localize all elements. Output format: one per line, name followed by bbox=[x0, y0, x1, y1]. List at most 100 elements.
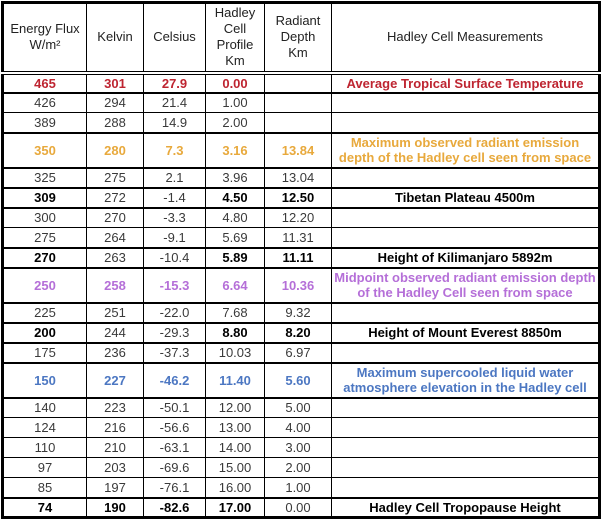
cell-hadley-profile: 14.00 bbox=[205, 437, 265, 458]
cell-hadley-profile: 3.16 bbox=[205, 131, 265, 169]
table-row: 465 301 27.9 0.00 Average Tropical Surfa… bbox=[2, 71, 600, 94]
cell-kelvin: 258 bbox=[86, 266, 144, 304]
cell-energy-flux: 124 bbox=[2, 417, 87, 438]
cell-kelvin: 272 bbox=[86, 186, 144, 209]
cell-kelvin: 236 bbox=[86, 342, 144, 363]
table-row: 97 203 -69.6 15.00 2.00 bbox=[2, 457, 600, 478]
cell-hadley-profile: 5.69 bbox=[205, 227, 265, 248]
cell-hadley-profile: 13.00 bbox=[205, 417, 265, 438]
cell-radiant-depth bbox=[264, 92, 332, 113]
cell-measurement-label: Maximum supercooled liquid water atmosph… bbox=[331, 361, 600, 399]
cell-energy-flux: 175 bbox=[2, 342, 87, 363]
cell-energy-flux: 300 bbox=[2, 207, 87, 228]
cell-celsius: -69.6 bbox=[143, 457, 206, 478]
cell-kelvin: 263 bbox=[86, 246, 144, 269]
cell-kelvin: 190 bbox=[86, 496, 144, 519]
cell-kelvin: 301 bbox=[86, 71, 144, 94]
cell-hadley-profile: 5.89 bbox=[205, 246, 265, 269]
cell-celsius: 2.1 bbox=[143, 167, 206, 188]
cell-radiant-depth bbox=[264, 71, 332, 94]
cell-measurement-label: Height of Kilimanjaro 5892m bbox=[331, 246, 600, 269]
cell-kelvin: 280 bbox=[86, 131, 144, 169]
cell-celsius: -15.3 bbox=[143, 266, 206, 304]
cell-radiant-depth: 1.00 bbox=[264, 477, 332, 498]
cell-hadley-profile: 15.00 bbox=[205, 457, 265, 478]
table-row: 389 288 14.9 2.00 bbox=[2, 112, 600, 133]
cell-kelvin: 203 bbox=[86, 457, 144, 478]
cell-hadley-profile: 3.96 bbox=[205, 167, 265, 188]
cell-celsius: -9.1 bbox=[143, 227, 206, 248]
table-row: 426 294 21.4 1.00 bbox=[2, 92, 600, 113]
cell-kelvin: 210 bbox=[86, 437, 144, 458]
cell-celsius: -10.4 bbox=[143, 246, 206, 269]
cell-energy-flux: 250 bbox=[2, 266, 87, 304]
cell-measurement-label bbox=[331, 167, 600, 188]
cell-kelvin: 270 bbox=[86, 207, 144, 228]
table-row: 124 216 -56.6 13.00 4.00 bbox=[2, 417, 600, 438]
table-body: 465 301 27.9 0.00 Average Tropical Surfa… bbox=[2, 71, 600, 519]
cell-energy-flux: 110 bbox=[2, 437, 87, 458]
cell-hadley-profile: 0.00 bbox=[205, 71, 265, 94]
cell-energy-flux: 97 bbox=[2, 457, 87, 478]
cell-radiant-depth: 12.20 bbox=[264, 207, 332, 228]
cell-hadley-profile: 6.64 bbox=[205, 266, 265, 304]
table-row: 200 244 -29.3 8.80 8.20 Height of Mount … bbox=[2, 321, 600, 344]
cell-celsius: -63.1 bbox=[143, 437, 206, 458]
cell-radiant-depth: 6.97 bbox=[264, 342, 332, 363]
table-row: 74 190 -82.6 17.00 0.00 Hadley Cell Trop… bbox=[2, 496, 600, 519]
cell-hadley-profile: 2.00 bbox=[205, 112, 265, 133]
cell-measurement-label bbox=[331, 397, 600, 418]
table-row: 325 275 2.1 3.96 13.04 bbox=[2, 167, 600, 188]
cell-kelvin: 227 bbox=[86, 361, 144, 399]
table-row: 250 258 -15.3 6.64 10.36 Midpoint observ… bbox=[2, 266, 600, 304]
cell-radiant-depth: 0.00 bbox=[264, 496, 332, 519]
cell-measurement-label bbox=[331, 92, 600, 113]
cell-measurement-label bbox=[331, 342, 600, 363]
cell-hadley-profile: 7.68 bbox=[205, 302, 265, 323]
cell-energy-flux: 270 bbox=[2, 246, 87, 269]
table-row: 275 264 -9.1 5.69 11.31 bbox=[2, 227, 600, 248]
cell-radiant-depth: 2.00 bbox=[264, 457, 332, 478]
cell-radiant-depth: 9.32 bbox=[264, 302, 332, 323]
col-header-measurements: Hadley Cell Measurements bbox=[331, 2, 600, 75]
cell-hadley-profile: 11.40 bbox=[205, 361, 265, 399]
cell-kelvin: 216 bbox=[86, 417, 144, 438]
cell-kelvin: 275 bbox=[86, 167, 144, 188]
cell-celsius: -76.1 bbox=[143, 477, 206, 498]
cell-measurement-label: Height of Mount Everest 8850m bbox=[331, 321, 600, 344]
table-row: 350 280 7.3 3.16 13.84 Maximum observed … bbox=[2, 131, 600, 169]
cell-measurement-label: Average Tropical Surface Temperature bbox=[331, 71, 600, 94]
col-header-energy-flux: Energy Flux W/m² bbox=[2, 2, 87, 75]
cell-hadley-profile: 12.00 bbox=[205, 397, 265, 418]
cell-measurement-label: Maximum observed radiant emission depth … bbox=[331, 131, 600, 169]
cell-hadley-profile: 17.00 bbox=[205, 496, 265, 519]
cell-celsius: -50.1 bbox=[143, 397, 206, 418]
cell-radiant-depth: 10.36 bbox=[264, 266, 332, 304]
cell-energy-flux: 275 bbox=[2, 227, 87, 248]
cell-kelvin: 223 bbox=[86, 397, 144, 418]
cell-kelvin: 251 bbox=[86, 302, 144, 323]
cell-energy-flux: 426 bbox=[2, 92, 87, 113]
cell-hadley-profile: 10.03 bbox=[205, 342, 265, 363]
cell-celsius: -37.3 bbox=[143, 342, 206, 363]
cell-kelvin: 288 bbox=[86, 112, 144, 133]
cell-energy-flux: 150 bbox=[2, 361, 87, 399]
cell-measurement-label: Hadley Cell Tropopause Height bbox=[331, 496, 600, 519]
table-row: 270 263 -10.4 5.89 11.11 Height of Kilim… bbox=[2, 246, 600, 269]
table-row: 300 270 -3.3 4.80 12.20 bbox=[2, 207, 600, 228]
cell-hadley-profile: 4.80 bbox=[205, 207, 265, 228]
cell-hadley-profile: 4.50 bbox=[205, 186, 265, 209]
cell-celsius: 7.3 bbox=[143, 131, 206, 169]
table-row: 85 197 -76.1 16.00 1.00 bbox=[2, 477, 600, 498]
header-row: Energy Flux W/m² Kelvin Celsius Hadley C… bbox=[2, 2, 600, 75]
cell-celsius: 27.9 bbox=[143, 71, 206, 94]
cell-radiant-depth: 3.00 bbox=[264, 437, 332, 458]
cell-kelvin: 197 bbox=[86, 477, 144, 498]
cell-measurement-label bbox=[331, 457, 600, 478]
cell-measurement-label: Midpoint observed radiant emission depth… bbox=[331, 266, 600, 304]
table-header: Energy Flux W/m² Kelvin Celsius Hadley C… bbox=[2, 2, 600, 75]
cell-measurement-label: Tibetan Plateau 4500m bbox=[331, 186, 600, 209]
table-row: 110 210 -63.1 14.00 3.00 bbox=[2, 437, 600, 458]
cell-measurement-label bbox=[331, 437, 600, 458]
